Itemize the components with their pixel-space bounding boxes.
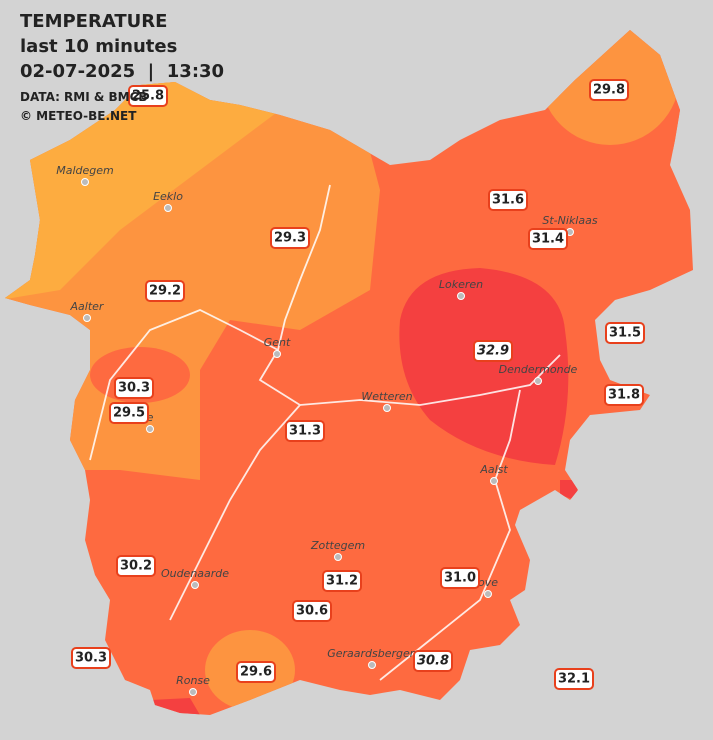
city-dot	[368, 661, 376, 669]
city-dot	[383, 404, 391, 412]
label-box	[473, 340, 513, 362]
city-name: Wetteren	[361, 390, 412, 403]
city-dot	[189, 688, 197, 696]
label-box	[554, 668, 594, 690]
station-value: 29.2	[149, 284, 181, 299]
city-dot	[334, 553, 342, 561]
station-value: 31.8	[608, 388, 640, 403]
station-label: 30.2	[116, 555, 156, 577]
datetime: 02-07-2025 | 13:30	[20, 61, 224, 82]
label-box	[71, 647, 111, 669]
label-box	[236, 661, 276, 683]
station-value: 29.6	[240, 665, 272, 680]
city-name: e	[147, 411, 154, 424]
station-label: 29.6	[236, 661, 276, 683]
station-label: 30.3	[71, 647, 111, 669]
station-label: 29.5	[109, 402, 149, 424]
station-value: 31.6	[492, 193, 524, 208]
station-value: 29.5	[113, 406, 145, 421]
label-box	[605, 322, 645, 344]
city-name: ove	[478, 576, 498, 589]
label-box	[322, 570, 362, 592]
station-label: 31.2	[322, 570, 362, 592]
label-box	[285, 420, 325, 442]
city-dot	[484, 590, 492, 598]
city-dot	[81, 178, 89, 186]
station-label: 31.5	[605, 322, 645, 344]
label-box	[270, 227, 310, 249]
label-box	[109, 402, 149, 424]
label-box	[292, 600, 332, 622]
label-box	[145, 280, 185, 302]
station-value: 31.0	[444, 571, 476, 586]
city-dot	[273, 350, 281, 358]
label-box	[528, 228, 568, 250]
station-label: 29.8	[589, 79, 629, 101]
label-box	[604, 384, 644, 406]
city-dot	[490, 477, 498, 485]
city-dot	[534, 377, 542, 385]
station-value: 31.2	[326, 574, 358, 589]
station-value: 31.5	[609, 326, 641, 341]
station-label: 31.4	[528, 228, 568, 250]
station-value: 30.2	[120, 559, 152, 574]
station-label: 30.6	[292, 600, 332, 622]
city-name: Geraardsbergen	[327, 647, 417, 660]
station-label: 29.2	[145, 280, 185, 302]
station-label: 29.3	[270, 227, 310, 249]
station-value: 30.8	[417, 654, 449, 669]
station-label: 31.0	[440, 567, 480, 589]
source: DATA: RMI & BMCB	[20, 90, 148, 104]
city-name: Ronse	[176, 674, 210, 687]
station-label: 25.8	[128, 85, 168, 107]
station-label: 31.6	[488, 189, 528, 211]
label-box	[589, 79, 629, 101]
city-dot	[146, 425, 154, 433]
label-box	[488, 189, 528, 211]
city-name: Aalst	[479, 463, 508, 476]
city-name: St-Niklaas	[542, 214, 597, 227]
city-dot	[83, 314, 91, 322]
label-box	[116, 555, 156, 577]
station-value: 29.8	[593, 83, 625, 98]
label-box	[440, 567, 480, 589]
station-label: 31.3	[285, 420, 325, 442]
station-label: 30.3	[114, 377, 154, 399]
city-name: Zottegem	[310, 539, 365, 552]
city-name: Gent	[264, 336, 291, 349]
station-value: 32.9	[477, 344, 509, 359]
station-label: 30.8	[413, 650, 453, 672]
station-label: 31.8	[604, 384, 644, 406]
station-value: 31.3	[289, 424, 321, 439]
label-box	[413, 650, 453, 672]
city-name: Lokeren	[439, 278, 483, 291]
city-name: Eeklo	[153, 190, 183, 203]
title: TEMPERATURE	[20, 11, 167, 32]
city-name: Aalter	[70, 300, 105, 313]
station-value: 30.3	[118, 381, 150, 396]
city-dot	[164, 204, 172, 212]
label-box	[128, 85, 168, 107]
city-name: Dendermonde	[499, 363, 578, 376]
station-label: 32.9	[473, 340, 513, 362]
city-dot	[191, 581, 199, 589]
city-name: Maldegem	[56, 164, 114, 177]
station-value: 30.3	[75, 651, 107, 666]
label-box	[114, 377, 154, 399]
station-label: 32.1	[554, 668, 594, 690]
credit: © METEO-BE.NET	[20, 109, 137, 123]
city-dot	[457, 292, 465, 300]
station-value: 31.4	[532, 232, 564, 247]
station-value: 29.3	[274, 231, 306, 246]
station-value: 30.6	[296, 604, 328, 619]
subtitle: last 10 minutes	[20, 36, 177, 57]
station-value: 32.1	[558, 672, 590, 687]
station-value: 25.8	[132, 89, 164, 104]
city-name: Oudenaarde	[161, 567, 229, 580]
